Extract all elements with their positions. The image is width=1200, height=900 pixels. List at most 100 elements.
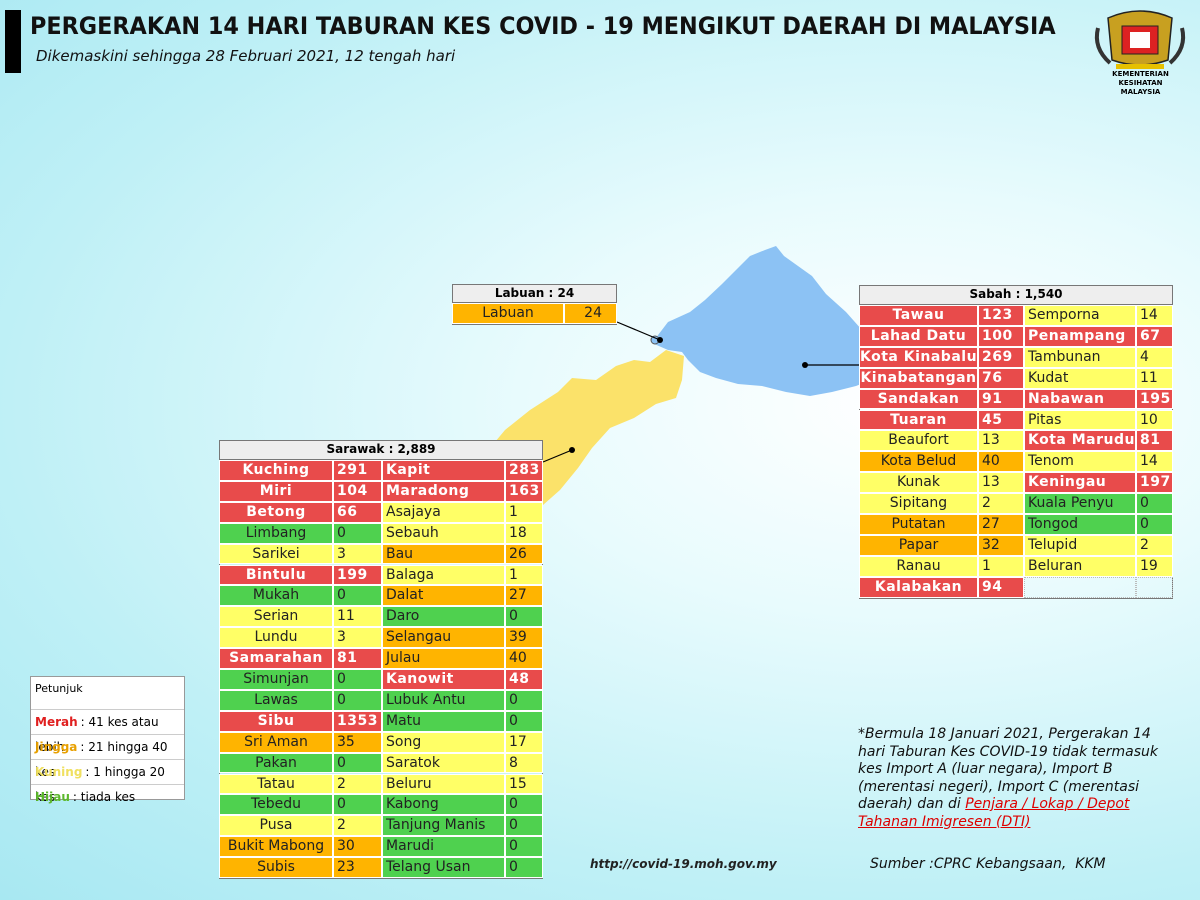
legend-items: Merah: 41 kes atau lebih Jingga: 21 hingg… xyxy=(31,710,184,810)
district-name: Dalat xyxy=(382,585,505,607)
case-count: 14 xyxy=(1136,451,1173,473)
case-count: 40 xyxy=(978,451,1024,473)
case-count: 2 xyxy=(333,773,382,795)
case-count: 0 xyxy=(505,606,543,628)
district-name: Beaufort xyxy=(859,430,978,452)
legend-text: : tiada kes xyxy=(72,790,136,804)
case-count: 2 xyxy=(978,493,1024,514)
district-name: Kota Kinabalu xyxy=(859,346,978,368)
district-name: Lundu xyxy=(219,627,333,649)
case-count: 76 xyxy=(978,367,1024,389)
case-count: 0 xyxy=(333,689,382,711)
case-count: 23 xyxy=(333,857,382,878)
case-count: 291 xyxy=(333,460,382,481)
case-count: 0 xyxy=(1136,493,1173,514)
district-name: Kota Belud xyxy=(859,451,978,473)
district-name: Tatau xyxy=(219,773,333,795)
case-count: 39 xyxy=(505,627,543,649)
district-name: Matu xyxy=(382,710,505,732)
case-count: 11 xyxy=(1136,367,1173,389)
district-name: Keningau xyxy=(1024,472,1136,494)
case-count: 0 xyxy=(505,836,543,858)
district-name: Beluran xyxy=(1024,555,1136,577)
case-count: 283 xyxy=(505,460,543,481)
case-count: 0 xyxy=(505,857,543,878)
case-count: 199 xyxy=(333,564,382,586)
case-count: 13 xyxy=(978,430,1024,452)
case-count: 81 xyxy=(1136,430,1173,452)
district-name: Sebauh xyxy=(382,522,505,544)
district-name: Song xyxy=(382,731,505,753)
district-name: Serian xyxy=(219,606,333,628)
case-count: 0 xyxy=(333,752,382,774)
district-name: Kuala Penyu xyxy=(1024,493,1136,514)
table-title: Sarawak : 2,889 xyxy=(219,440,543,460)
case-count: 45 xyxy=(978,409,1024,431)
legend: Petunjuk Merah: 41 kes atau lebih Jingga:… xyxy=(30,676,185,804)
footer-url[interactable]: http://covid-19.moh.gov.my xyxy=(590,857,777,871)
district-name: Bukit Mabong xyxy=(219,836,333,858)
case-count: 2 xyxy=(333,815,382,837)
case-count: 26 xyxy=(505,543,543,565)
district-name: Tenom xyxy=(1024,451,1136,473)
district-name: Limbang xyxy=(219,522,333,544)
district-name: Lubuk Antu xyxy=(382,689,505,711)
district-name: Penampang xyxy=(1024,325,1136,347)
district-name: Putatan xyxy=(859,514,978,535)
title-bar xyxy=(5,10,21,73)
case-count: 30 xyxy=(333,836,382,858)
district-name: Maradong xyxy=(382,480,505,502)
district-name: Tongod xyxy=(1024,514,1136,535)
case-count: 15 xyxy=(505,773,543,795)
district-name: Bau xyxy=(382,543,505,565)
district-name: Samarahan xyxy=(219,648,333,669)
case-count: 100 xyxy=(978,325,1024,347)
district-name: Kabong xyxy=(382,794,505,816)
case-count: 1353 xyxy=(333,710,382,732)
case-count: 0 xyxy=(505,815,543,837)
sabah-table: Sabah : 1,540 Tawau 123 Lahad Datu 100 Kota K… xyxy=(859,285,1173,599)
case-count: 0 xyxy=(505,710,543,732)
district-name: Kapit xyxy=(382,460,505,481)
case-count: 94 xyxy=(978,576,1024,598)
legend-item: Kuning: 1 hingga 20 kes xyxy=(31,760,184,804)
logo xyxy=(1094,10,1186,69)
district-name: Kinabatangan xyxy=(859,367,978,389)
case-count: 1 xyxy=(505,501,543,523)
case-count: 0 xyxy=(505,794,543,816)
legend-item: Jingga: 21 hingga 40 kes xyxy=(31,735,184,779)
legend-text: : 41 kes atau lebih xyxy=(35,715,159,754)
legend-text: : 21 hingga 40 kes xyxy=(35,740,168,779)
sabah-map xyxy=(652,246,890,396)
district-name: Tawau xyxy=(859,305,978,326)
legend-title: Petunjuk xyxy=(31,677,184,710)
case-count: 27 xyxy=(505,585,543,607)
district-name: Kalabakan xyxy=(859,576,978,598)
district-name: Sipitang xyxy=(859,493,978,514)
note-text: *Bermula 18 Januari 2021, Pergerakan 14 … xyxy=(858,726,1159,812)
legend-label: Hijau xyxy=(35,790,70,804)
case-count: 11 xyxy=(333,606,382,628)
case-count: 0 xyxy=(333,794,382,816)
case-count: 14 xyxy=(1136,305,1173,326)
district-name: Tuaran xyxy=(859,409,978,431)
case-count: 3 xyxy=(333,543,382,565)
district-name: Julau xyxy=(382,648,505,669)
title: PERGERAKAN 14 HARI TABURAN KES COVID - 1… xyxy=(30,12,1056,40)
case-count: 104 xyxy=(333,480,382,502)
case-count: 19 xyxy=(1136,555,1173,577)
labuan-table: Labuan : 24 Labuan 24 xyxy=(452,284,617,325)
case-count: 27 xyxy=(978,514,1024,535)
footer-source: Sumber :CPRC Kebangsaan, KKM xyxy=(870,856,1106,872)
district-name: Kudat xyxy=(1024,367,1136,389)
empty-cell xyxy=(1024,576,1136,598)
case-count: 67 xyxy=(1136,325,1173,347)
note-link[interactable]: Penjara / Lokap / Depot Tahanan Imigrese… xyxy=(858,796,1130,830)
case-count: 0 xyxy=(1136,514,1173,535)
district-name: Asajaya xyxy=(382,501,505,523)
district-name: Sibu xyxy=(219,710,333,732)
district-name: Kunak xyxy=(859,472,978,494)
district-name: Kanowit xyxy=(382,669,505,690)
district-name: Marudi xyxy=(382,836,505,858)
